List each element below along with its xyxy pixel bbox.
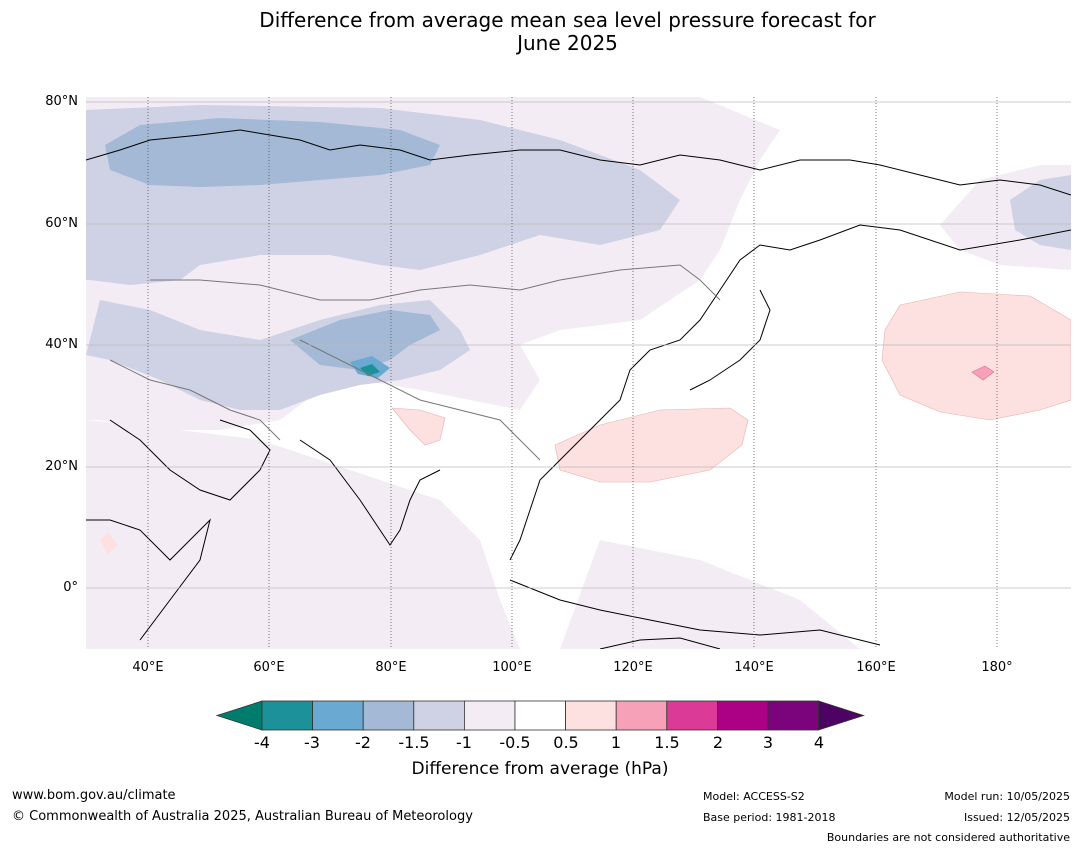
- lon-label-40e: 40°E: [132, 660, 164, 675]
- colorbar-segment: [261, 700, 313, 731]
- coastline-eurasia-north: [86, 129, 1071, 196]
- coastline-east-asia: [509, 224, 1071, 561]
- border-south-asia: [299, 339, 541, 461]
- anomaly-region-east-africa: [100, 532, 118, 555]
- colorbar-segment: [565, 700, 617, 731]
- colorbar-tick: -1.5: [398, 733, 430, 752]
- border-middle-east: [109, 359, 281, 441]
- colorbar-extend-low: [215, 700, 263, 731]
- lat-label-0: 0°: [63, 580, 78, 595]
- lon-label-120e: 120°E: [613, 660, 653, 675]
- colorbar-segment: [717, 700, 769, 731]
- base-period: Base period: 1981-2018: [703, 811, 836, 824]
- coastline-japan: [689, 289, 771, 391]
- border-central-asia: [150, 264, 721, 301]
- anomaly-region-north-pacific-core: [971, 365, 995, 381]
- coastline-australia-north: [599, 637, 721, 649]
- anomaly-region-himalaya: [391, 407, 446, 446]
- pressure-anomaly-map: [86, 97, 1071, 649]
- lon-label-160e: 160°E: [856, 660, 896, 675]
- lat-label-40n: 40°N: [45, 337, 78, 352]
- lat-label-60n: 60°N: [45, 216, 78, 231]
- colorbar: [215, 700, 865, 731]
- anomaly-region-bering-inner: [1010, 175, 1071, 250]
- colorbar-tick: 1: [610, 733, 622, 752]
- colorbar-extend-high: [818, 700, 865, 731]
- coastline-africa: [86, 518, 211, 641]
- anomaly-region-tibet: [290, 310, 440, 370]
- colorbar-tick: 2: [712, 733, 724, 752]
- colorbar-tick: 0.5: [553, 733, 579, 752]
- anomaly-region-southeast: [560, 540, 860, 649]
- colorbar-segment: [463, 700, 516, 731]
- coastline-india: [299, 439, 441, 546]
- colorbar-segment: [767, 700, 819, 731]
- colorbar-tick: -4: [254, 733, 270, 752]
- model-run: Model run: 10/05/2025: [944, 790, 1070, 803]
- colorbar-tick: 3: [762, 733, 774, 752]
- colorbar-tick: -3: [304, 733, 320, 752]
- lon-label-180: 180°: [981, 660, 1013, 675]
- chart-title: Difference from average mean sea level p…: [0, 9, 1081, 55]
- colorbar-segment: [312, 700, 364, 731]
- colorbar-tick: 1.5: [654, 733, 680, 752]
- anomaly-region-south-china: [554, 407, 749, 483]
- coastline-indonesia: [509, 579, 881, 646]
- colorbar-tick: -0.5: [499, 733, 531, 752]
- lat-label-80n: 80°N: [45, 94, 78, 109]
- boundaries-note: Boundaries are not considered authoritat…: [826, 831, 1070, 844]
- title-line-1: Difference from average mean sea level p…: [259, 8, 876, 32]
- anomaly-region-scandinavia-russia: [105, 118, 440, 187]
- colorbar-segment: [615, 700, 668, 731]
- issued-date: Issued: 12/05/2025: [963, 811, 1070, 824]
- model-name: Model: ACCESS-S2: [703, 790, 805, 803]
- colorbar-tick: -1: [456, 733, 472, 752]
- lon-label-140e: 140°E: [734, 660, 774, 675]
- colorbar-segment: [362, 700, 415, 731]
- anomaly-region-indian-ocean: [86, 420, 520, 649]
- colorbar-segment: [514, 700, 566, 731]
- lon-label-60e: 60°E: [253, 660, 285, 675]
- coastline-arabia: [109, 419, 271, 501]
- colorbar-label: Difference from average (hPa): [411, 759, 669, 779]
- lon-label-80e: 80°E: [375, 660, 407, 675]
- title-line-2: June 2025: [517, 31, 618, 55]
- anomaly-region-north-pacific: [881, 291, 1071, 421]
- copyright: © Commonwealth of Australia 2025, Austra…: [12, 809, 473, 824]
- colorbar-segment: [413, 700, 465, 731]
- colorbar-tick: 4: [813, 733, 825, 752]
- lat-label-20n: 20°N: [45, 459, 78, 474]
- website-link[interactable]: www.bom.gov.au/climate: [12, 788, 176, 803]
- colorbar-segment: [666, 700, 718, 731]
- lon-label-100e: 100°E: [492, 660, 532, 675]
- colorbar-tick: -2: [355, 733, 371, 752]
